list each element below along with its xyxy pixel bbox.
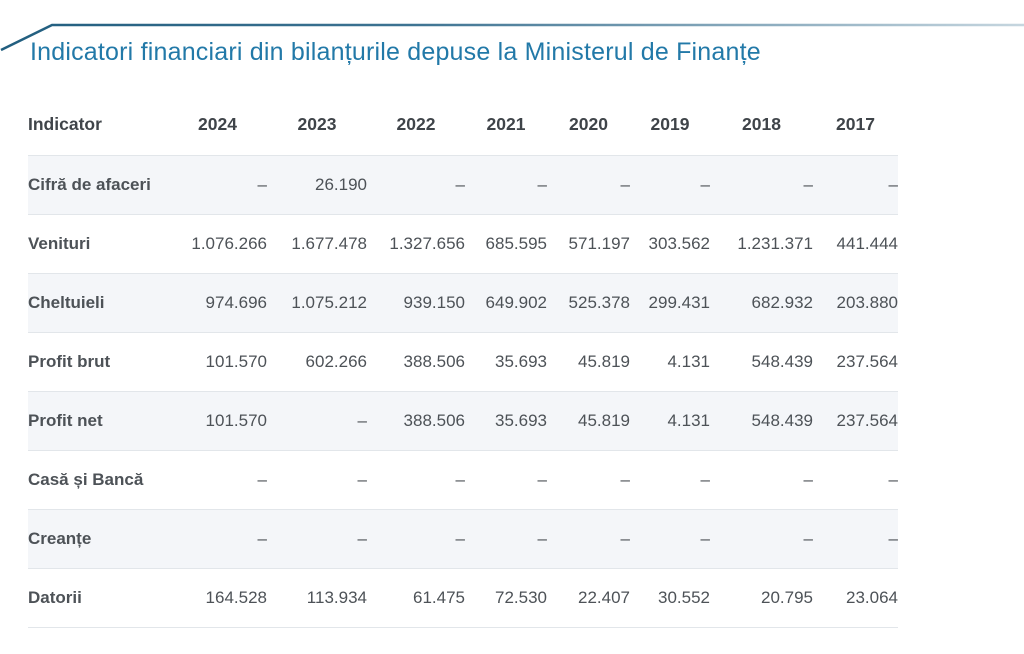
cell-value: 1.327.656	[367, 214, 465, 274]
cell-value: 602.266	[267, 332, 367, 392]
table-row-datorii: Datorii 164.528 113.934 61.475 72.530 22…	[28, 568, 898, 628]
top-accent-line	[0, 23, 1024, 52]
cell-value: –	[710, 155, 813, 215]
cell-value: –	[168, 155, 267, 215]
table-row-venituri: Venituri 1.076.266 1.677.478 1.327.656 6…	[28, 214, 898, 274]
column-header-year-2019: 2019	[630, 98, 710, 156]
cell-value: 237.564	[813, 391, 898, 451]
cell-value: 4.131	[630, 391, 710, 451]
cell-value: 548.439	[710, 391, 813, 451]
cell-value: 388.506	[367, 391, 465, 451]
column-header-year-2023: 2023	[267, 98, 367, 156]
row-label: Datorii	[28, 568, 168, 628]
cell-value: –	[630, 509, 710, 569]
cell-value: 35.693	[465, 391, 547, 451]
cell-value: 1.231.371	[710, 214, 813, 274]
cell-value: –	[547, 509, 630, 569]
cell-value: 939.150	[367, 273, 465, 333]
cell-value: 35.693	[465, 332, 547, 392]
cell-value: 23.064	[813, 568, 898, 628]
table-row-creante: Creanțe – – – – – – – –	[28, 509, 898, 569]
row-label: Cifră de afaceri	[28, 155, 168, 215]
column-header-year-2021: 2021	[465, 98, 547, 156]
column-header-year-2024: 2024	[168, 98, 267, 156]
cell-value: 525.378	[547, 273, 630, 333]
column-header-year-2017: 2017	[813, 98, 898, 156]
cell-value: –	[710, 450, 813, 510]
table-row-profit-brut: Profit brut 101.570 602.266 388.506 35.6…	[28, 332, 898, 392]
cell-value: 548.439	[710, 332, 813, 392]
cell-value: 22.407	[547, 568, 630, 628]
cell-value: 113.934	[267, 568, 367, 628]
cell-value: –	[267, 391, 367, 451]
column-header-year-2018: 2018	[710, 98, 813, 156]
row-label: Profit net	[28, 391, 168, 451]
cell-value: 682.932	[710, 273, 813, 333]
row-label: Casă și Bancă	[28, 450, 168, 510]
cell-value: –	[168, 450, 267, 510]
cell-value: –	[367, 509, 465, 569]
cell-value: 303.562	[630, 214, 710, 274]
cell-value: –	[813, 450, 898, 510]
cell-value: 4.131	[630, 332, 710, 392]
table-row-casa-si-banca: Casă și Bancă – – – – – – – –	[28, 450, 898, 510]
financial-indicators-table: Indicator 2024 2023 2022 2021 2020 2019 …	[28, 98, 898, 628]
column-header-year-2022: 2022	[367, 98, 465, 156]
cell-value: 1.075.212	[267, 273, 367, 333]
cell-value: –	[168, 509, 267, 569]
page-title: Indicatori financiari din bilanțurile de…	[30, 38, 761, 66]
cell-value: –	[465, 450, 547, 510]
table-row-cheltuieli: Cheltuieli 974.696 1.075.212 939.150 649…	[28, 273, 898, 333]
column-header-indicator: Indicator	[28, 98, 168, 156]
cell-value: 61.475	[367, 568, 465, 628]
cell-value: 203.880	[813, 273, 898, 333]
cell-value: –	[465, 509, 547, 569]
cell-value: 237.564	[813, 332, 898, 392]
table-row-cifra-de-afaceri: Cifră de afaceri – 26.190 – – – – – –	[28, 155, 898, 215]
cell-value: –	[813, 509, 898, 569]
table-header-row: Indicator 2024 2023 2022 2021 2020 2019 …	[28, 98, 898, 156]
row-label: Cheltuieli	[28, 273, 168, 333]
cell-value: –	[813, 155, 898, 215]
cell-value: –	[367, 450, 465, 510]
cell-value: 1.677.478	[267, 214, 367, 274]
cell-value: 72.530	[465, 568, 547, 628]
row-label: Profit brut	[28, 332, 168, 392]
cell-value: –	[367, 155, 465, 215]
cell-value: 685.595	[465, 214, 547, 274]
table-row-profit-net: Profit net 101.570 – 388.506 35.693 45.8…	[28, 391, 898, 451]
cell-value: 388.506	[367, 332, 465, 392]
cell-value: –	[465, 155, 547, 215]
cell-value: –	[267, 450, 367, 510]
cell-value: 164.528	[168, 568, 267, 628]
cell-value: –	[267, 509, 367, 569]
cell-value: 441.444	[813, 214, 898, 274]
row-label: Venituri	[28, 214, 168, 274]
cell-value: 101.570	[168, 332, 267, 392]
cell-value: 649.902	[465, 273, 547, 333]
cell-value: –	[547, 450, 630, 510]
cell-value: 20.795	[710, 568, 813, 628]
cell-value: 571.197	[547, 214, 630, 274]
cell-value: –	[630, 450, 710, 510]
cell-value: –	[630, 155, 710, 215]
cell-value: 1.076.266	[168, 214, 267, 274]
cell-value: 30.552	[630, 568, 710, 628]
cell-value: 299.431	[630, 273, 710, 333]
row-label: Creanțe	[28, 509, 168, 569]
cell-value: 26.190	[267, 155, 367, 215]
cell-value: 45.819	[547, 332, 630, 392]
cell-value: –	[547, 155, 630, 215]
column-header-year-2020: 2020	[547, 98, 630, 156]
cell-value: –	[710, 509, 813, 569]
cell-value: 101.570	[168, 391, 267, 451]
cell-value: 974.696	[168, 273, 267, 333]
cell-value: 45.819	[547, 391, 630, 451]
